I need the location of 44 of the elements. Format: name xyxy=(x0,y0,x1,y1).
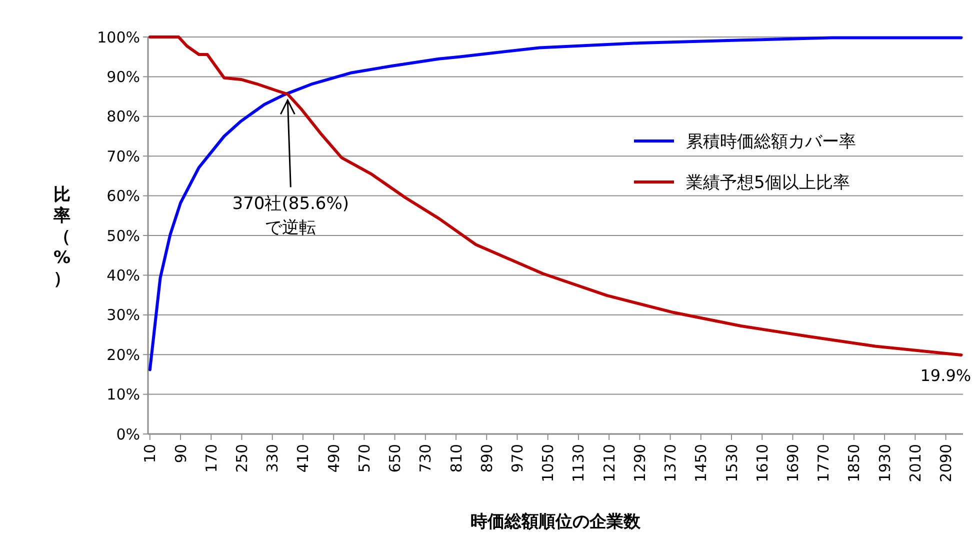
x-tick-label: 1130 xyxy=(570,444,588,482)
x-tick-label: 1530 xyxy=(722,444,741,482)
x-tick-label: 1450 xyxy=(692,444,710,482)
x-tick-label: 970 xyxy=(508,444,526,473)
y-axis-title: 比率（%） xyxy=(52,185,71,289)
x-tick-label: 1370 xyxy=(662,444,680,482)
x-tick-label: 170 xyxy=(202,444,220,473)
x-tick-label: 1930 xyxy=(876,444,894,482)
y-tick-label: 100% xyxy=(97,28,140,46)
x-tick-label: 1290 xyxy=(630,444,649,482)
y-tick-label: 80% xyxy=(106,108,140,126)
x-tick-label: 810 xyxy=(447,444,466,473)
y-tick-label: 20% xyxy=(106,346,140,364)
y-tick-label: 70% xyxy=(106,147,140,166)
legend-label: 業績予想5個以上比率 xyxy=(686,172,850,193)
x-tick-label: 1850 xyxy=(845,444,864,482)
x-tick-label: 730 xyxy=(416,444,435,473)
x-tick-label: 330 xyxy=(264,444,282,473)
x-tick-label: 1210 xyxy=(600,444,618,482)
annotation: 19.9% xyxy=(920,366,972,385)
y-tick-label: 10% xyxy=(106,386,140,404)
legend-label: 累積時価総額カバー率 xyxy=(686,132,856,152)
y-tick-label: 60% xyxy=(106,187,140,206)
annotation: 370社(85.6%) で逆転 xyxy=(232,194,350,238)
x-tick-label: 1770 xyxy=(814,444,833,482)
x-axis-title: 時価総額順位の企業数 xyxy=(470,512,642,532)
y-tick-label: 30% xyxy=(106,306,140,324)
y-tick-label: 50% xyxy=(106,226,140,245)
x-tick-label: 1690 xyxy=(784,444,802,482)
x-tick-label: 490 xyxy=(324,444,343,473)
x-tick-label: 2090 xyxy=(937,444,956,482)
x-tick-label: 2010 xyxy=(906,444,924,482)
x-tick-label: 890 xyxy=(478,444,496,473)
y-tick-label: 90% xyxy=(106,68,140,86)
y-tick-label: 40% xyxy=(106,266,140,284)
x-tick-label: 570 xyxy=(355,444,374,473)
x-tick-label: 10 xyxy=(141,444,160,464)
x-tick-label: 1050 xyxy=(539,444,558,482)
x-tick-label: 1610 xyxy=(753,444,772,482)
x-tick-label: 410 xyxy=(294,444,312,473)
x-tick-label: 650 xyxy=(386,444,404,473)
x-tick-label: 250 xyxy=(232,444,251,473)
x-tick-label: 90 xyxy=(172,444,190,464)
y-tick-label: 0% xyxy=(116,425,140,444)
